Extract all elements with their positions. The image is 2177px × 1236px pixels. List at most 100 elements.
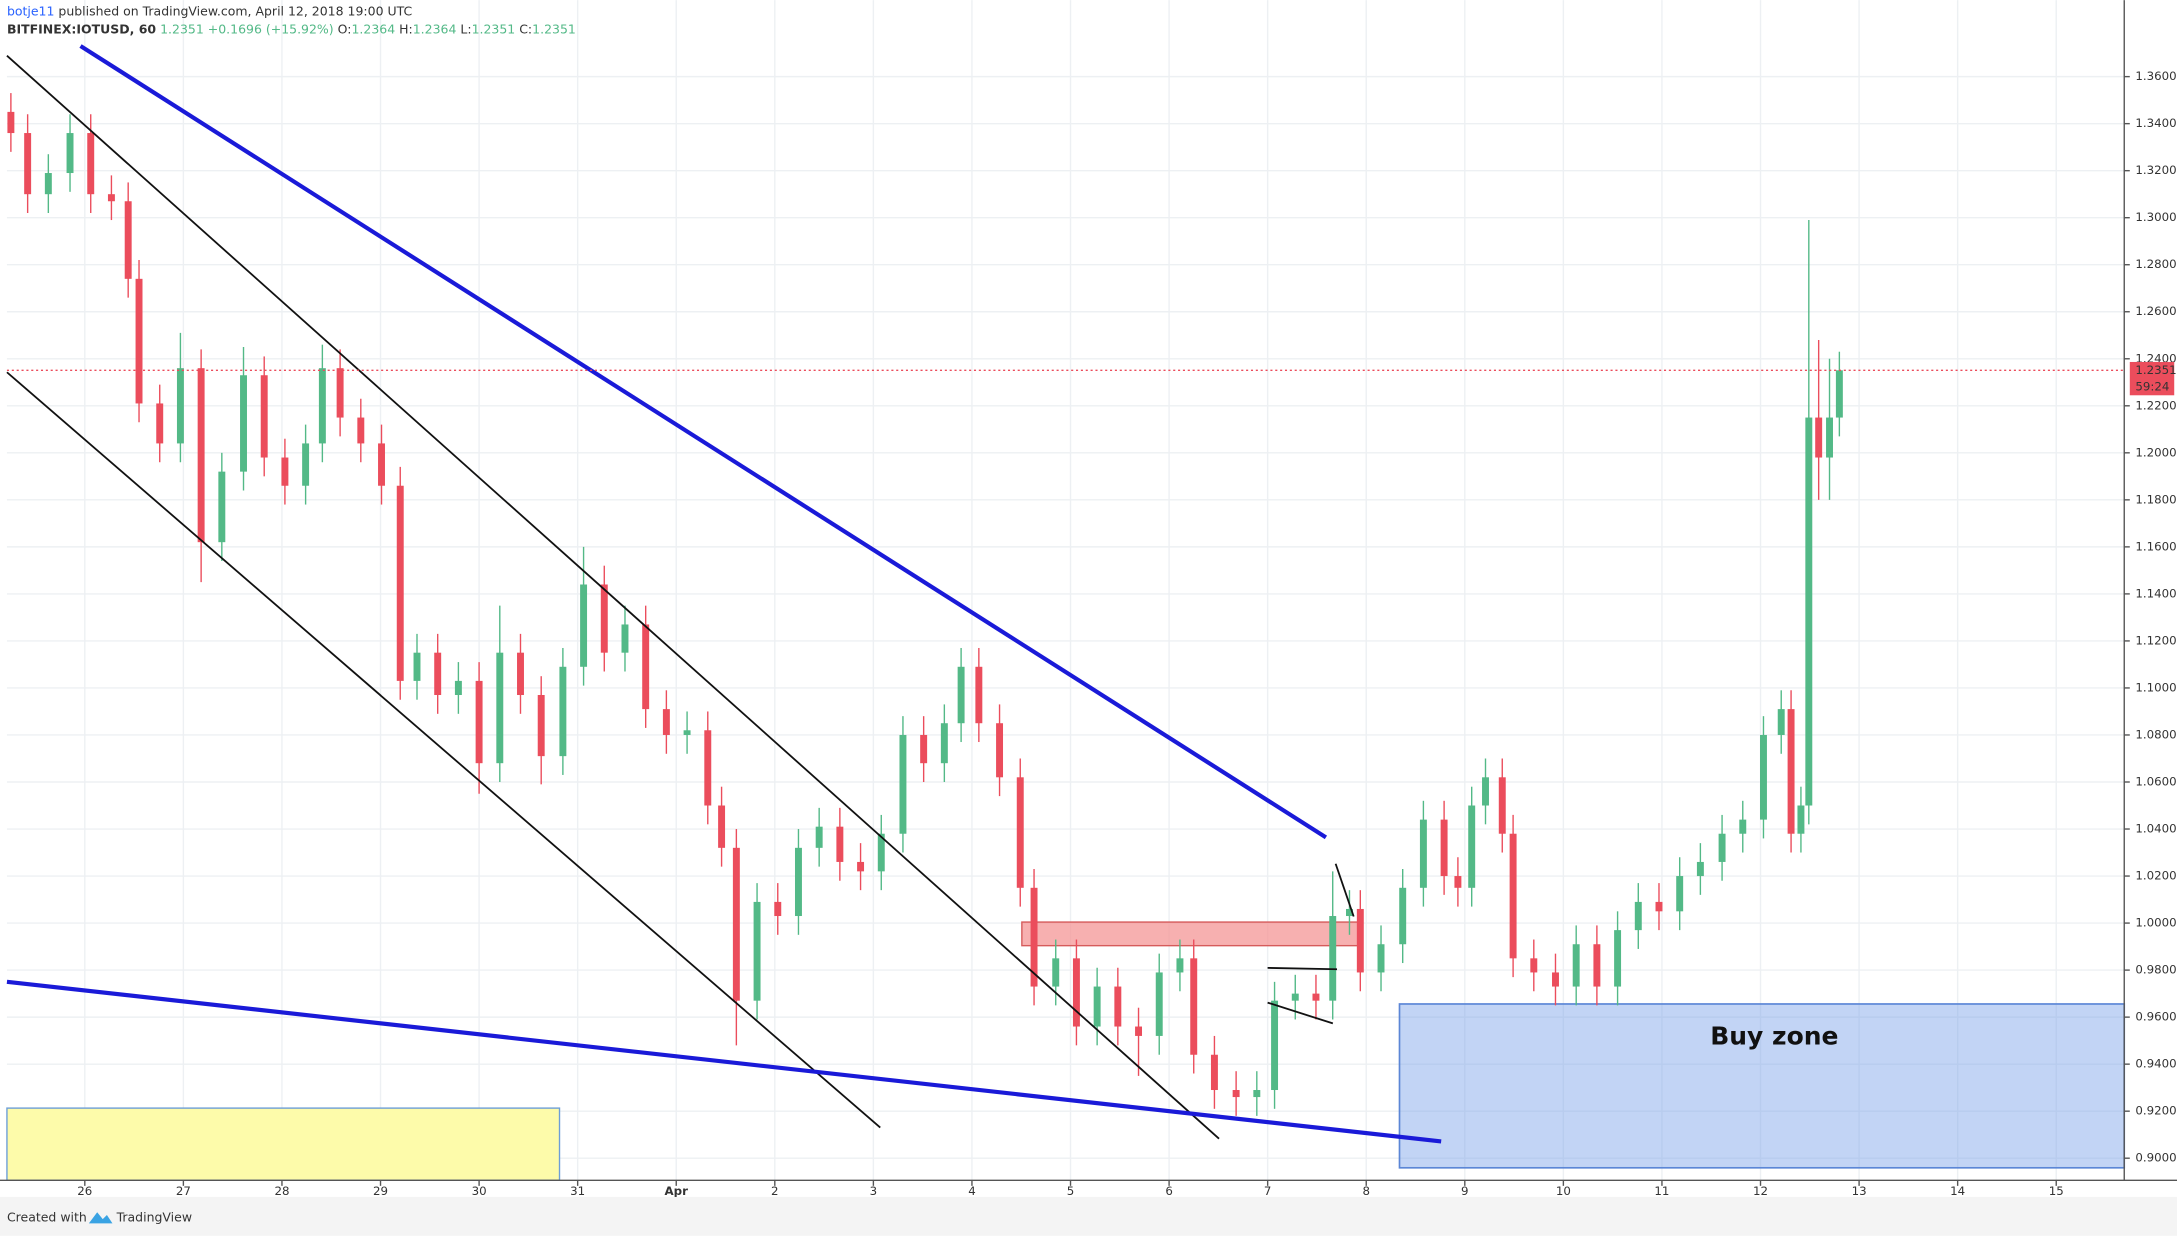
- candle-body: [124, 201, 132, 279]
- x-tick-label: 11: [1654, 1184, 1669, 1198]
- change: +0.1696 (+15.92%): [208, 21, 334, 36]
- logo: [88, 1212, 113, 1224]
- y-tick-label: 0.9400: [2135, 1057, 2176, 1071]
- y-tick-label: 0.9000: [2135, 1151, 2176, 1165]
- candle-body: [1454, 876, 1462, 888]
- candle-body: [475, 680, 483, 764]
- candle-body: [107, 194, 115, 202]
- candle-body: [197, 368, 205, 543]
- candle-body: [1797, 805, 1805, 834]
- x-tick-label: 15: [2049, 1184, 2064, 1198]
- y-tick-label: 1.0200: [2135, 869, 2176, 883]
- candle-body: [1093, 986, 1101, 1027]
- candle-body: [753, 901, 761, 1001]
- candle-body: [281, 457, 289, 486]
- candle-body: [1718, 833, 1726, 862]
- candle-body: [957, 666, 965, 724]
- y-tick-label: 1.1600: [2135, 539, 2176, 553]
- candle-body: [1498, 777, 1506, 834]
- x-tick-label: 9: [1461, 1184, 1469, 1198]
- candle-body: [396, 485, 404, 681]
- h-label: H:: [399, 21, 413, 36]
- candle-body: [66, 133, 74, 174]
- header-line: botje11 published on TradingView.com, Ap…: [7, 3, 413, 18]
- axes: 0.9000 0.9200 0.9400 0.9600 0.9800 1.0000 1.02…: [6, 69, 2177, 1198]
- grid: [6, 0, 2125, 1181]
- x-tick-label: 29: [373, 1184, 388, 1198]
- candle-body: [1072, 958, 1080, 1027]
- candle-body: [1176, 958, 1184, 973]
- candle-body: [642, 624, 650, 710]
- x-tick-label: Apr: [665, 1184, 689, 1198]
- channel-line: [6, 55, 1220, 1140]
- last: 1.2351: [160, 21, 204, 36]
- candle-body: [1135, 1026, 1143, 1036]
- o-value: 1.2364: [351, 21, 395, 36]
- candle-body: [877, 833, 885, 872]
- candle-body: [1805, 417, 1813, 806]
- y-tick-label: 0.9200: [2135, 1104, 2176, 1118]
- candle-body: [1253, 1090, 1261, 1098]
- candle-body: [718, 805, 726, 848]
- candle-body: [1312, 993, 1320, 1001]
- candle-body: [434, 652, 442, 696]
- candle-body: [496, 652, 504, 764]
- x-tick-label: 5: [1067, 1184, 1075, 1198]
- candle-body: [1356, 908, 1364, 973]
- candle-body: [1530, 958, 1538, 973]
- candle-body: [774, 901, 782, 917]
- y-tick-label: 1.2800: [2135, 257, 2176, 271]
- candle-body: [336, 368, 344, 418]
- candle-body: [559, 666, 567, 757]
- y-tick-label: 1.3000: [2135, 210, 2176, 224]
- c-label: C:: [519, 21, 532, 36]
- c-value: 1.2351: [532, 21, 576, 36]
- candle-body: [1440, 819, 1448, 877]
- candle-body: [1777, 709, 1785, 735]
- candle-body: [940, 723, 948, 764]
- annotation: Buy zone: [1710, 1021, 1838, 1050]
- buy-zone-box: [1398, 1003, 2126, 1169]
- x-tick-label: 8: [1362, 1184, 1370, 1198]
- candle-body: [1468, 805, 1476, 888]
- candle-body: [815, 826, 823, 848]
- created-with: Created with: [7, 1209, 87, 1224]
- candle-body: [1271, 1000, 1279, 1091]
- candle-body: [135, 278, 143, 404]
- l-value: 1.2351: [472, 21, 516, 36]
- candle-body: [218, 471, 226, 543]
- x-tick-label: 10: [1556, 1184, 1571, 1198]
- candle-body: [1760, 734, 1767, 820]
- x-tick-label: 13: [1852, 1184, 1867, 1198]
- candle-body: [1787, 709, 1795, 834]
- candle-body: [1399, 887, 1407, 945]
- candle-body: [857, 861, 865, 872]
- candle-body: [1739, 819, 1747, 834]
- candles: [7, 93, 1843, 1116]
- last-price-label: 1.2351: [2135, 363, 2176, 377]
- candle-body: [1552, 972, 1559, 987]
- h-value: 1.2364: [413, 21, 457, 36]
- pattern-line: [1334, 863, 1355, 917]
- candle-body: [621, 624, 629, 653]
- brand[interactable]: TradingView: [116, 1209, 192, 1224]
- candle-body: [1291, 993, 1299, 1001]
- y-tick-label: 1.2600: [2135, 304, 2176, 318]
- candle-body: [318, 368, 326, 444]
- pattern-line: [1267, 1001, 1334, 1025]
- candle-body: [1593, 944, 1601, 987]
- candle-body: [413, 652, 421, 681]
- candle-body: [899, 734, 907, 834]
- candle-body: [1190, 958, 1198, 1055]
- candle-body: [1030, 887, 1038, 987]
- candle-body: [580, 584, 588, 667]
- y-tick-label: 1.2000: [2135, 445, 2176, 459]
- x-tick-label: 7: [1264, 1184, 1272, 1198]
- candle-body: [7, 111, 15, 134]
- x-tick-label: 3: [870, 1184, 878, 1198]
- candle-body: [357, 417, 365, 444]
- footer: [0, 1196, 2177, 1236]
- candle-body: [1377, 944, 1385, 973]
